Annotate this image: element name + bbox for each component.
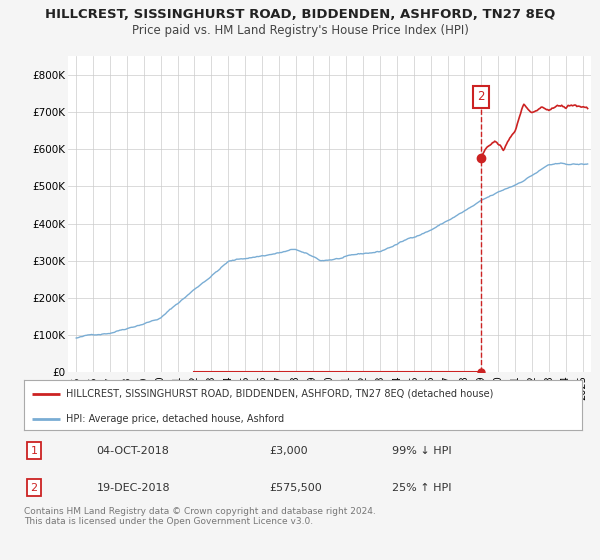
Text: 2: 2 xyxy=(31,483,38,493)
Text: 04-OCT-2018: 04-OCT-2018 xyxy=(97,446,169,456)
Text: HILLCREST, SISSINGHURST ROAD, BIDDENDEN, ASHFORD, TN27 8EQ (detached house): HILLCREST, SISSINGHURST ROAD, BIDDENDEN,… xyxy=(66,389,493,399)
Text: 25% ↑ HPI: 25% ↑ HPI xyxy=(392,483,452,493)
Text: HILLCREST, SISSINGHURST ROAD, BIDDENDEN, ASHFORD, TN27 8EQ: HILLCREST, SISSINGHURST ROAD, BIDDENDEN,… xyxy=(45,8,555,21)
Text: Price paid vs. HM Land Registry's House Price Index (HPI): Price paid vs. HM Land Registry's House … xyxy=(131,24,469,37)
Text: £3,000: £3,000 xyxy=(269,446,308,456)
Text: 2: 2 xyxy=(477,91,484,104)
Text: HPI: Average price, detached house, Ashford: HPI: Average price, detached house, Ashf… xyxy=(66,414,284,424)
Text: Contains HM Land Registry data © Crown copyright and database right 2024.
This d: Contains HM Land Registry data © Crown c… xyxy=(24,507,376,526)
Text: 1: 1 xyxy=(31,446,38,456)
Text: £575,500: £575,500 xyxy=(269,483,322,493)
Text: 19-DEC-2018: 19-DEC-2018 xyxy=(97,483,170,493)
Text: 99% ↓ HPI: 99% ↓ HPI xyxy=(392,446,452,456)
